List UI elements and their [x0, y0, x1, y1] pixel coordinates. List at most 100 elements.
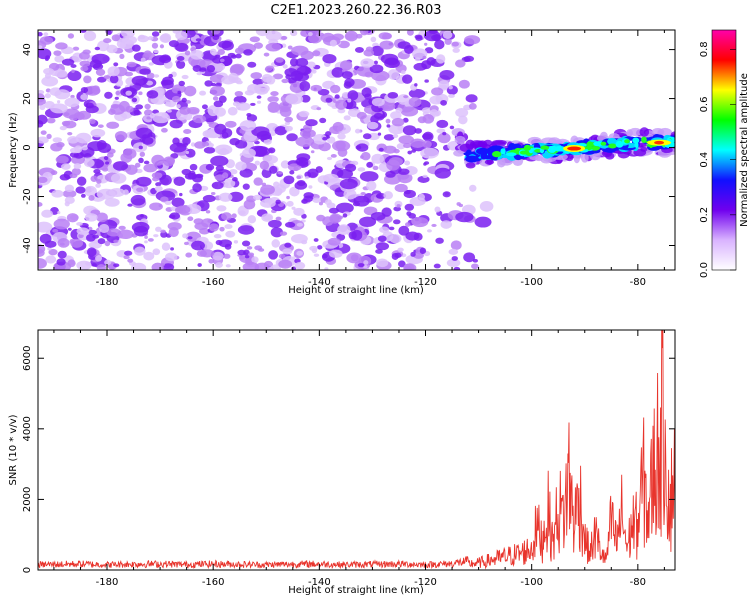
noise-blob — [407, 150, 413, 155]
noise-blob — [326, 156, 333, 161]
noise-blob — [289, 170, 295, 175]
noise-blob — [429, 95, 444, 105]
noise-blob — [284, 125, 293, 132]
noise-blob — [152, 112, 171, 124]
x-tick-label: -120 — [414, 277, 437, 288]
noise-blob — [436, 54, 446, 64]
noise-blob — [158, 204, 162, 208]
noise-blob — [261, 213, 274, 222]
noise-blob — [387, 69, 400, 80]
noise-blob — [371, 153, 385, 164]
noise-blob — [385, 171, 396, 178]
noise-blob — [183, 129, 192, 135]
signal-mid-blob — [586, 143, 592, 151]
noise-blob — [106, 44, 118, 54]
noise-blob — [195, 38, 202, 42]
y-tick-label: 0 — [22, 567, 33, 573]
noise-blob — [354, 46, 364, 53]
colorbar-tick-label: 0.0 — [699, 262, 710, 278]
noise-blob — [259, 160, 270, 170]
noise-blob — [219, 58, 225, 63]
noise-blob — [375, 242, 390, 251]
noise-blob — [41, 76, 59, 87]
noise-blob — [370, 115, 379, 124]
noise-blob — [53, 50, 62, 56]
noise-blob — [46, 133, 52, 139]
noise-blob — [298, 110, 310, 118]
noise-blob — [337, 133, 346, 140]
noise-blob — [84, 213, 98, 222]
signal-mid-blob — [540, 145, 550, 150]
noise-blob — [115, 90, 121, 96]
signal-mid-blob — [547, 146, 557, 153]
y-tick-label: 6000 — [22, 346, 33, 371]
noise-blob — [135, 104, 144, 110]
noise-blob — [175, 42, 189, 52]
noise-blob — [249, 36, 260, 43]
noise-blob — [337, 147, 348, 157]
noise-blob — [106, 121, 120, 129]
noise-blob — [181, 97, 187, 103]
noise-blob — [160, 196, 169, 203]
noise-blob — [184, 50, 191, 56]
noise-blob — [362, 133, 372, 140]
noise-blob — [68, 114, 79, 121]
noise-blob — [67, 227, 72, 231]
noise-blob — [38, 201, 43, 207]
noise-blob — [331, 33, 344, 41]
noise-blob — [59, 174, 71, 181]
noise-blob — [114, 130, 128, 141]
noise-blob — [140, 57, 146, 63]
noise-blob — [66, 213, 79, 223]
noise-blob — [103, 156, 109, 161]
noise-blob — [451, 41, 459, 47]
noise-blob — [176, 205, 191, 214]
noise-blob — [253, 177, 263, 186]
noise-blob — [355, 145, 362, 150]
noise-blob — [143, 163, 158, 173]
noise-blob — [246, 114, 258, 122]
noise-blob — [290, 30, 298, 37]
noise-blob — [127, 203, 133, 207]
noise-blob — [139, 68, 151, 75]
noise-blob — [179, 106, 191, 115]
noise-blob — [155, 182, 162, 187]
noise-blob — [267, 101, 280, 113]
noise-blob — [218, 192, 233, 202]
noise-blob — [253, 42, 263, 49]
noise-blob — [381, 207, 392, 217]
spectrogram-panel: -180 -160 -140 -120 -100 -80 -40 -20 0 20 40 Heig… — [8, 29, 676, 296]
noise-blob — [176, 104, 181, 109]
noise-blob — [316, 245, 323, 250]
noise-blob — [306, 61, 316, 69]
noise-blob — [224, 224, 233, 230]
noise-blob — [414, 83, 418, 87]
noise-blob — [237, 249, 246, 256]
heatmap-noise-blobs — [38, 30, 494, 270]
noise-blob — [284, 121, 291, 126]
noise-blob — [251, 126, 270, 137]
noise-blob — [310, 68, 315, 72]
noise-blob — [71, 69, 75, 73]
noise-blob — [389, 234, 402, 244]
noise-blob — [111, 34, 121, 42]
noise-blob — [190, 49, 204, 60]
noise-blob — [250, 102, 256, 106]
noise-blob — [38, 45, 43, 49]
noise-blob — [395, 107, 403, 113]
noise-blob — [173, 176, 186, 186]
noise-blob — [269, 264, 282, 270]
noise-blob — [390, 111, 402, 120]
heatmap-signal-track — [451, 127, 675, 169]
noise-blob — [147, 238, 154, 242]
noise-blob — [196, 72, 203, 76]
noise-blob — [324, 199, 332, 206]
noise-blob — [448, 248, 459, 255]
colorbar-tick-label: 0.8 — [699, 41, 710, 57]
noise-blob — [397, 126, 403, 131]
signal-halo-blob — [605, 152, 615, 160]
x-tick-label: -140 — [308, 277, 331, 288]
signal-halo-blob — [651, 128, 665, 136]
noise-blob — [183, 241, 189, 246]
